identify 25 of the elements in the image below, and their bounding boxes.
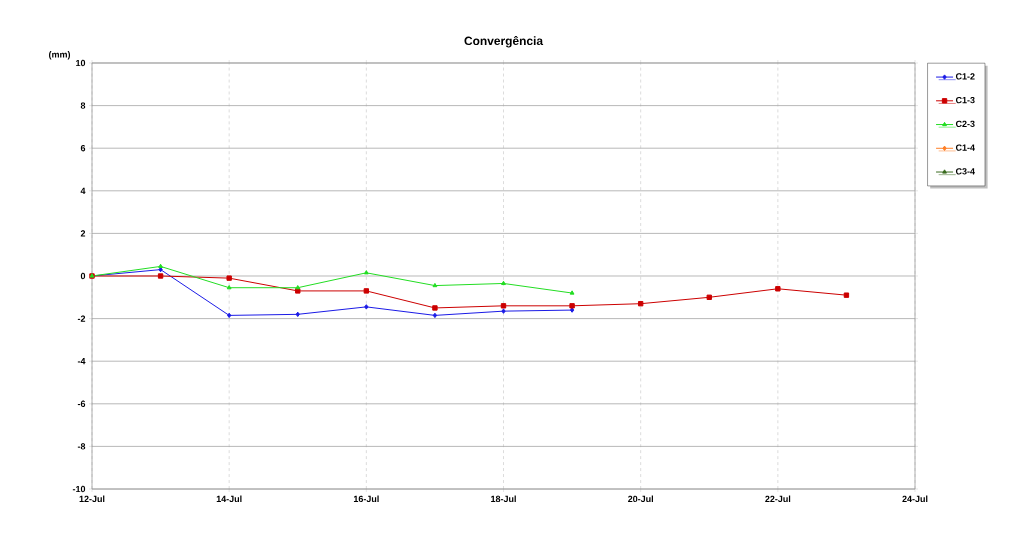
y-tick-label: 10 <box>76 59 86 67</box>
legend-label: C1-3 <box>955 96 975 104</box>
x-tick-label: 22-Jul <box>765 495 791 503</box>
y-axis-title: (mm) <box>49 51 71 60</box>
legend-label: C1-2 <box>955 73 975 80</box>
legend-label: C1-4 <box>955 144 975 151</box>
y-tick-label: -2 <box>77 315 86 322</box>
y-tick-label: 0 <box>80 272 86 280</box>
x-tick-label: 24-Jul <box>902 495 928 503</box>
y-tick-label: 4 <box>80 187 86 194</box>
x-tick-label: 12-Jul <box>79 495 105 503</box>
x-tick-label: 18-Jul <box>491 495 516 503</box>
y-tick-label: 8 <box>80 102 86 109</box>
y-tick-label: -4 <box>77 358 86 365</box>
legend-label: C2-3 <box>955 120 975 128</box>
x-tick-label: 16-Jul <box>353 495 379 503</box>
y-tick-label: -10 <box>72 485 86 493</box>
chart-title: Convergência <box>464 36 544 48</box>
y-tick-label: 2 <box>80 230 86 237</box>
x-tick-label: 14-Jul <box>216 495 242 503</box>
y-tick-label: -6 <box>77 400 86 407</box>
y-tick-label: 6 <box>80 145 86 152</box>
y-tick-label: -8 <box>77 443 86 450</box>
legend-label: C3-4 <box>955 168 975 175</box>
x-tick-label: 20-Jul <box>628 495 653 503</box>
